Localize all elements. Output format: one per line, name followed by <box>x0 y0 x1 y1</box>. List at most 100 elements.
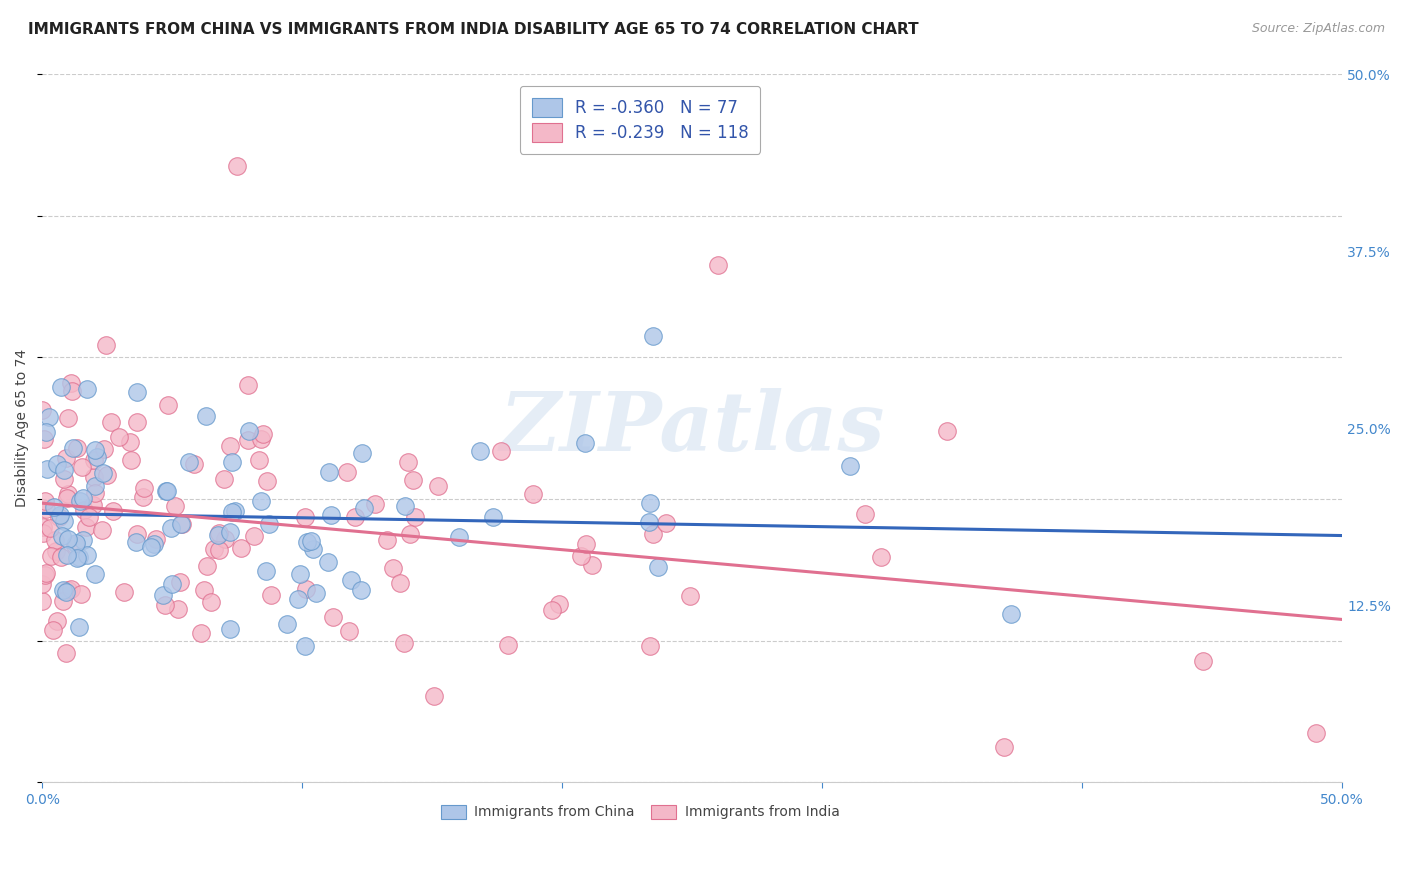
Point <box>60 384 83 399</box>
Point <box>190 626 212 640</box>
Point <box>96 338 118 352</box>
Point <box>67 549 90 564</box>
Point <box>83 485 105 500</box>
Point <box>134 481 156 495</box>
Point <box>207 527 229 541</box>
Point <box>252 426 274 441</box>
Point <box>396 455 419 469</box>
Point <box>107 430 129 444</box>
Point <box>870 549 893 564</box>
Point <box>93 442 115 457</box>
Point <box>49 549 72 564</box>
Point <box>638 515 661 529</box>
Point <box>169 516 191 531</box>
Point <box>125 535 148 549</box>
Point <box>127 415 149 429</box>
Point <box>224 504 246 518</box>
Point <box>56 582 79 597</box>
Point <box>56 491 79 505</box>
Point <box>426 478 449 492</box>
Point <box>63 538 86 552</box>
Point <box>238 424 260 438</box>
Point <box>55 451 77 466</box>
Point <box>522 487 544 501</box>
Point <box>404 509 426 524</box>
Point <box>72 533 94 547</box>
Point <box>489 444 512 458</box>
Point <box>127 384 149 399</box>
Point <box>353 501 375 516</box>
Point <box>302 541 325 556</box>
Point <box>208 543 231 558</box>
Point <box>638 639 661 653</box>
Point <box>38 521 60 535</box>
Point <box>31 402 53 417</box>
Point <box>42 623 65 637</box>
Point <box>31 526 53 541</box>
Point <box>276 616 298 631</box>
Point <box>177 455 200 469</box>
Point <box>83 567 105 582</box>
Point <box>1000 607 1022 622</box>
Point <box>35 425 58 439</box>
Point <box>35 462 58 476</box>
Point <box>236 433 259 447</box>
Point <box>100 415 122 429</box>
Point <box>316 555 339 569</box>
Point <box>58 532 80 546</box>
Point <box>183 457 205 471</box>
Point <box>399 526 422 541</box>
Point <box>155 484 177 499</box>
Point <box>193 583 215 598</box>
Point <box>254 564 277 578</box>
Point <box>853 507 876 521</box>
Point <box>65 551 87 566</box>
Point <box>231 541 253 555</box>
Point <box>170 517 193 532</box>
Point <box>31 576 53 591</box>
Point <box>350 582 373 597</box>
Point <box>655 516 678 530</box>
Point <box>82 499 104 513</box>
Point <box>200 595 222 609</box>
Point <box>56 410 79 425</box>
Point <box>389 576 412 591</box>
Point <box>51 529 73 543</box>
Point <box>70 587 93 601</box>
Point <box>56 486 79 500</box>
Point <box>236 378 259 392</box>
Point <box>103 504 125 518</box>
Point <box>343 510 366 524</box>
Point <box>31 594 53 608</box>
Text: IMMIGRANTS FROM CHINA VS IMMIGRANTS FROM INDIA DISABILITY AGE 65 TO 74 CORRELATI: IMMIGRANTS FROM CHINA VS IMMIGRANTS FROM… <box>28 22 918 37</box>
Point <box>250 433 273 447</box>
Point <box>569 549 592 563</box>
Point <box>375 533 398 547</box>
Point <box>62 441 84 455</box>
Point <box>53 472 76 486</box>
Point <box>112 585 135 599</box>
Y-axis label: Disability Age 65 to 74: Disability Age 65 to 74 <box>15 349 30 508</box>
Point <box>256 475 278 489</box>
Point <box>52 594 75 608</box>
Point <box>214 532 236 546</box>
Point <box>259 517 281 532</box>
Point <box>318 466 340 480</box>
Point <box>242 529 264 543</box>
Point <box>60 376 83 390</box>
Point <box>77 510 100 524</box>
Point <box>294 582 316 596</box>
Point <box>447 530 470 544</box>
Point <box>322 610 344 624</box>
Point <box>91 523 114 537</box>
Point <box>52 582 75 597</box>
Point <box>392 635 415 649</box>
Point <box>1191 655 1213 669</box>
Point <box>69 494 91 508</box>
Point <box>202 542 225 557</box>
Point <box>145 532 167 546</box>
Point <box>993 739 1015 754</box>
Point <box>839 458 862 473</box>
Point <box>152 588 174 602</box>
Point <box>336 465 359 479</box>
